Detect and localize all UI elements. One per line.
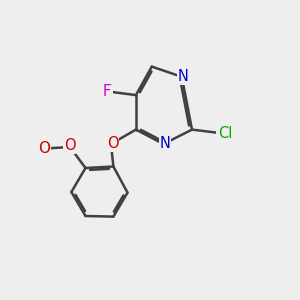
Text: F: F [102, 84, 111, 99]
Text: O: O [107, 136, 118, 152]
Text: O: O [38, 141, 49, 156]
Text: N: N [178, 69, 189, 84]
Text: O: O [64, 138, 76, 153]
Text: F: F [104, 84, 112, 99]
Text: O: O [38, 141, 50, 156]
Text: O: O [64, 138, 75, 153]
Text: O: O [107, 136, 118, 152]
Text: Cl: Cl [218, 126, 232, 141]
Text: Cl: Cl [216, 126, 231, 141]
Text: N: N [160, 136, 170, 152]
